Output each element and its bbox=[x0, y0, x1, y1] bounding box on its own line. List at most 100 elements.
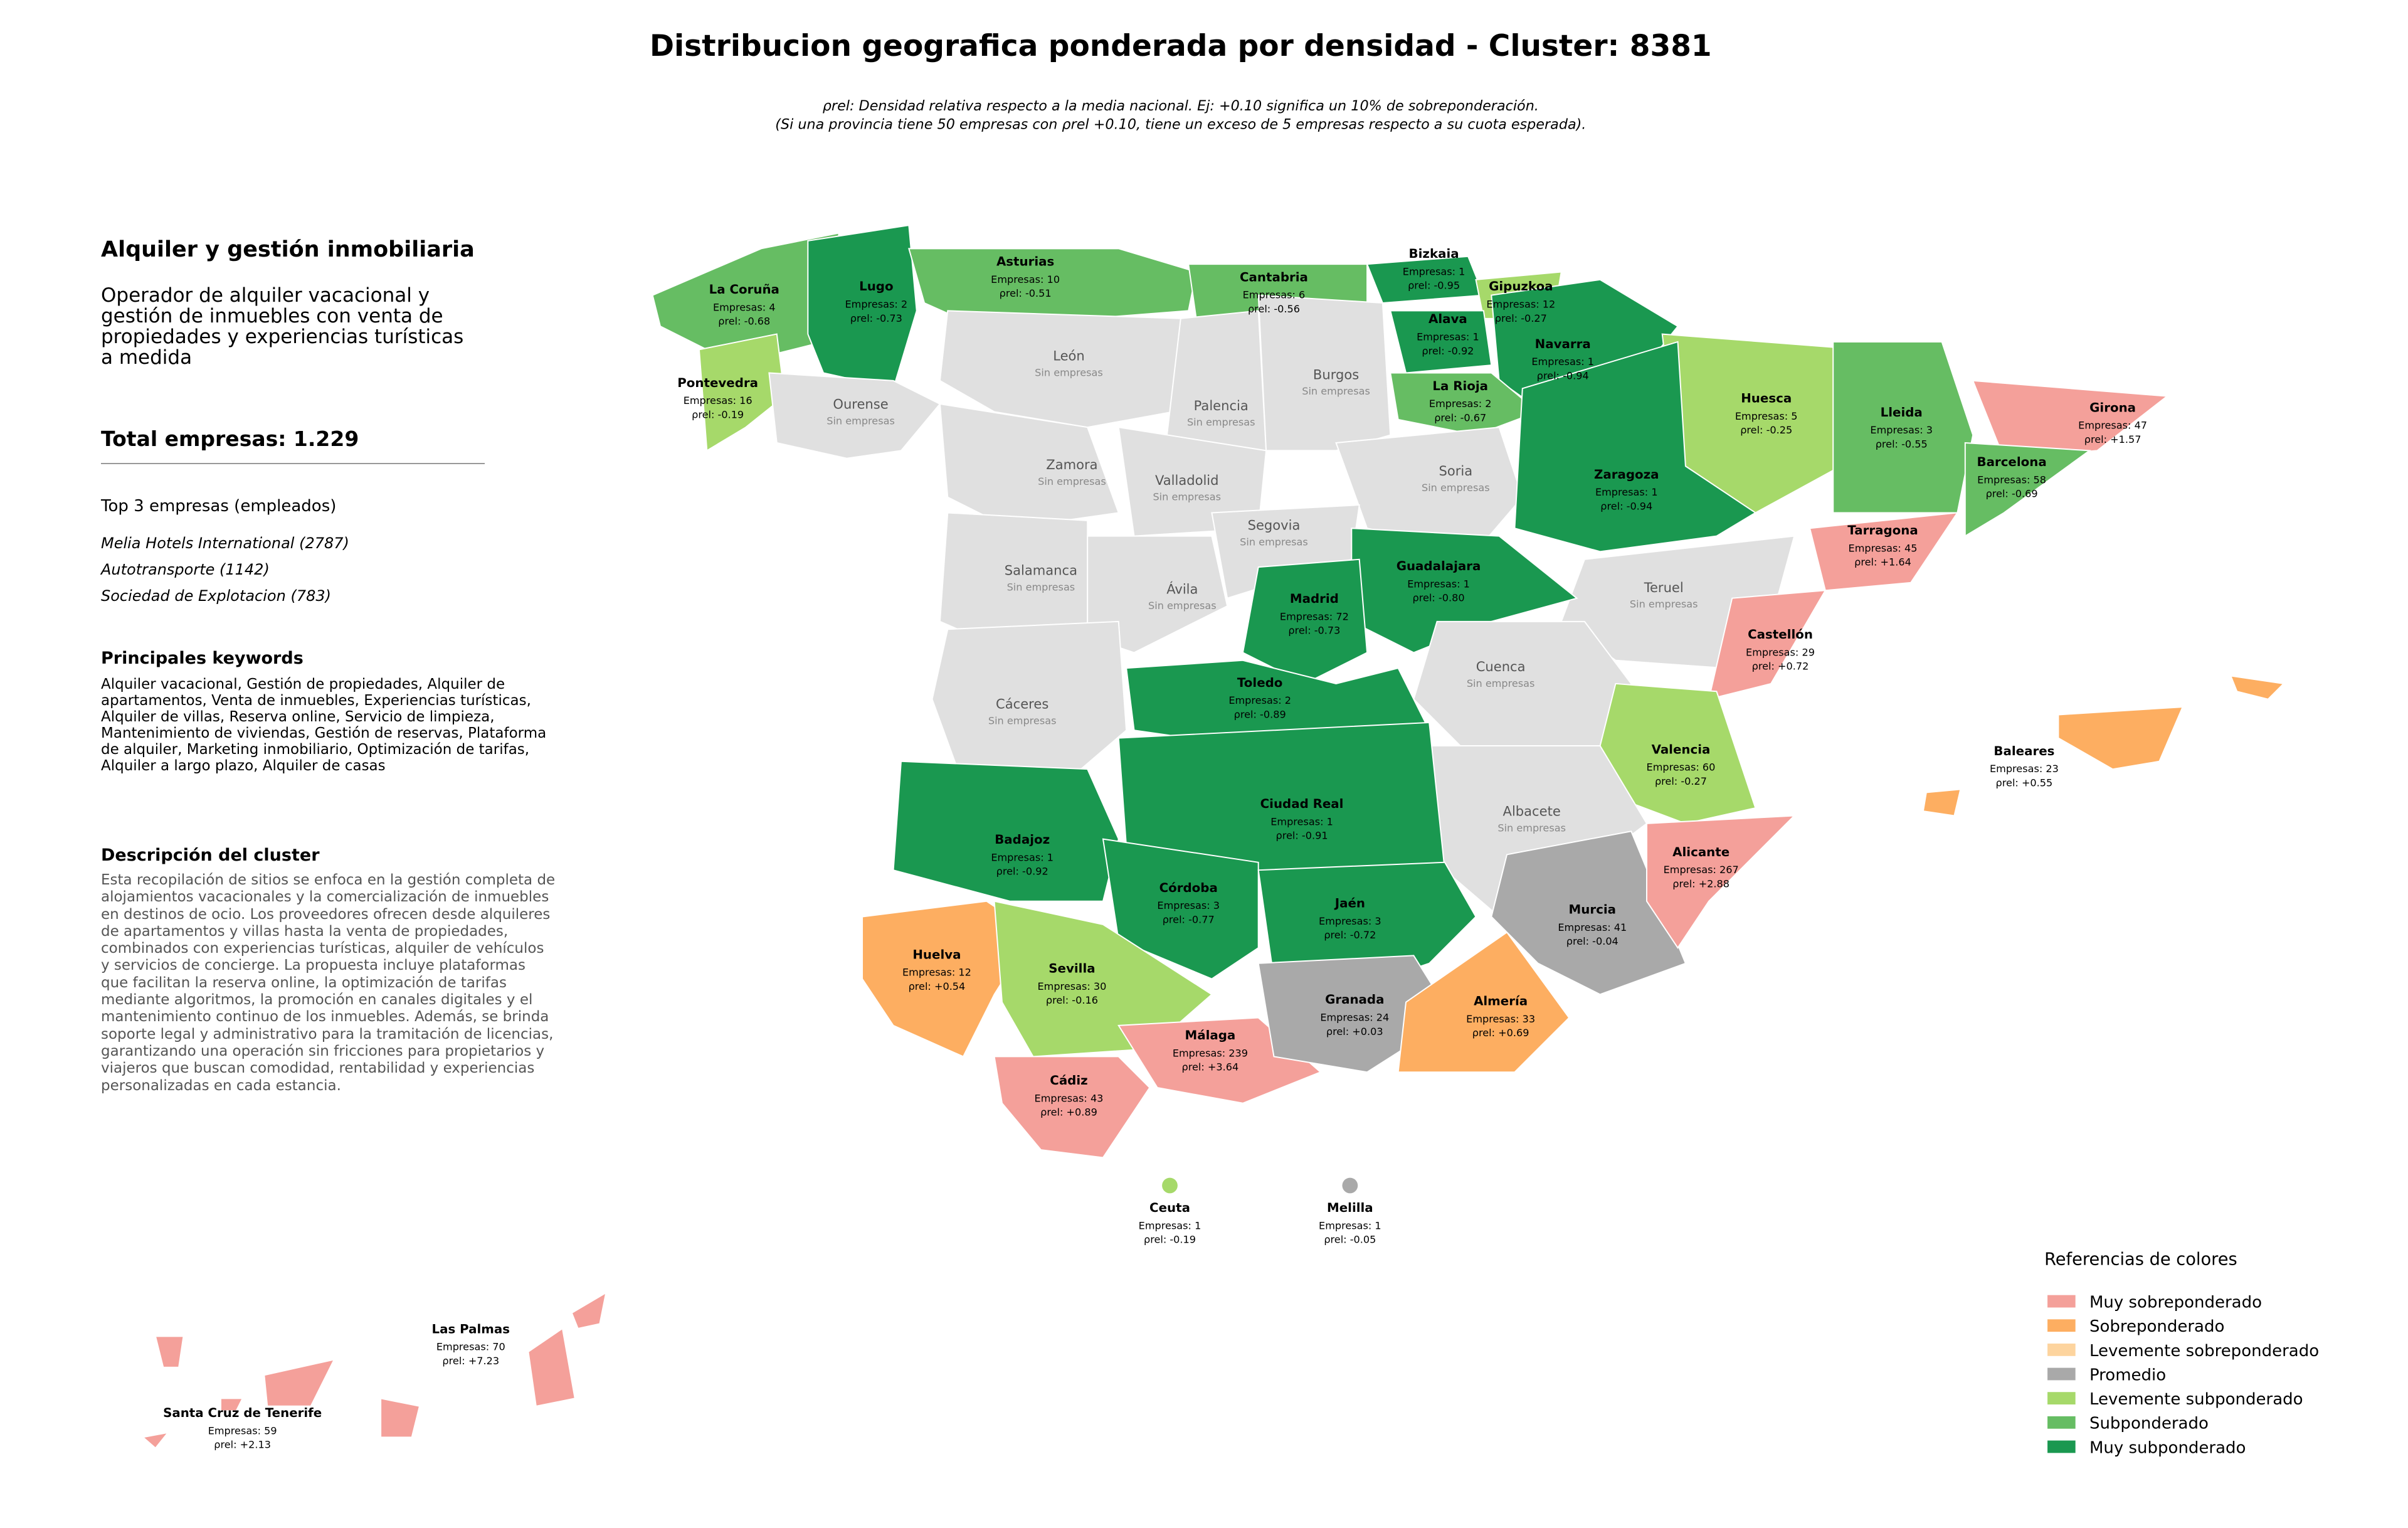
province-name: Barcelona bbox=[1977, 455, 2046, 469]
province-shape bbox=[1102, 838, 1259, 980]
province-name: Sevilla bbox=[1048, 962, 1095, 976]
province-name: Cádiz bbox=[1050, 1073, 1087, 1088]
province-status: Sin empresas bbox=[1148, 600, 1217, 612]
province-empresas: Empresas: 1 bbox=[1403, 265, 1465, 277]
province-status: Sin empresas bbox=[1187, 416, 1255, 428]
legend-swatch bbox=[2047, 1295, 2076, 1308]
province-shape bbox=[1164, 310, 1267, 452]
province-empresas: Empresas: 33 bbox=[1466, 1013, 1535, 1025]
province-empresas: Empresas: 60 bbox=[1647, 761, 1716, 773]
province-empresas: Empresas: 3 bbox=[1870, 424, 1933, 436]
province-rho: ρrel: +0.89 bbox=[1040, 1106, 1097, 1118]
province-empresas: Empresas: 45 bbox=[1849, 542, 1918, 554]
province-empresas: Empresas: 1 bbox=[1139, 1219, 1201, 1231]
legend-swatch bbox=[2047, 1319, 2076, 1332]
province-shape bbox=[154, 1335, 184, 1368]
province-name: Ourense bbox=[833, 396, 888, 411]
province-empresas: Empresas: 70 bbox=[436, 1341, 505, 1353]
subtitle: ρrel: Densidad relativa respecto a la me… bbox=[823, 98, 1539, 114]
province-empresas: Empresas: 1 bbox=[1531, 356, 1594, 368]
keywords-header: Principales keywords bbox=[101, 649, 304, 668]
province-name: Asturias bbox=[996, 255, 1054, 269]
province-shape bbox=[768, 372, 941, 459]
province-rho: ρrel: +2.88 bbox=[1672, 878, 1729, 889]
province-shape bbox=[571, 1291, 607, 1330]
province-rho: ρrel: -0.05 bbox=[1324, 1234, 1376, 1246]
divider bbox=[101, 463, 485, 464]
province-name: Málaga bbox=[1185, 1028, 1236, 1043]
province-empresas: Empresas: 1 bbox=[1319, 1219, 1381, 1231]
province-rho: ρrel: -0.91 bbox=[1276, 830, 1328, 842]
province-rho: ρrel: -0.51 bbox=[1000, 287, 1052, 299]
province-status: Sin empresas bbox=[988, 714, 1057, 726]
province-shape bbox=[219, 1398, 244, 1412]
total: Total empresas: 1.229 bbox=[101, 427, 359, 451]
province-name: Badajoz bbox=[995, 832, 1050, 847]
province-name: Guadalajara bbox=[1397, 559, 1481, 573]
province-empresas: Empresas: 1 bbox=[1595, 486, 1658, 498]
province-rho: ρrel: -0.69 bbox=[1986, 488, 2038, 500]
province-rho: ρrel: +0.55 bbox=[1996, 777, 2053, 788]
province-name: Bizkaia bbox=[1409, 247, 1459, 261]
province-name: Valencia bbox=[1652, 742, 1711, 756]
province-shape bbox=[1126, 659, 1430, 747]
province-status: Sin empresas bbox=[1497, 822, 1566, 834]
panel-description: Operador de alquiler vacacional y gestió… bbox=[101, 284, 464, 369]
province-name: La Coruña bbox=[709, 282, 779, 297]
province-rho: ρrel: +0.03 bbox=[1326, 1026, 1383, 1037]
province-shape bbox=[380, 1398, 421, 1438]
legend-swatch bbox=[2047, 1440, 2076, 1453]
province-shape bbox=[1087, 535, 1228, 654]
province-name: Salamanca bbox=[1005, 563, 1077, 578]
legend-label: Sobreponderado bbox=[2089, 1317, 2224, 1336]
province-status: Sin empresas bbox=[1630, 598, 1698, 610]
province-rho: ρrel: -0.67 bbox=[1434, 411, 1486, 423]
top-item: Autotransporte (1142) bbox=[101, 561, 270, 578]
province-rho: ρrel: -0.68 bbox=[718, 316, 770, 327]
keywords: Alquiler vacacional, Gestión de propieda… bbox=[101, 676, 547, 774]
province-shape bbox=[1708, 590, 1827, 701]
province-name: La Rioja bbox=[1432, 379, 1488, 393]
province-rho: ρrel: -0.55 bbox=[1876, 438, 1928, 450]
legend-label: Muy subponderado bbox=[2089, 1438, 2246, 1457]
province-empresas: Empresas: 6 bbox=[1243, 289, 1306, 301]
province-rho: ρrel: +1.64 bbox=[1854, 556, 1911, 568]
province-empresas: Empresas: 3 bbox=[1319, 915, 1381, 927]
province-name: Albacete bbox=[1503, 803, 1561, 819]
province-empresas: Empresas: 23 bbox=[1990, 763, 2059, 775]
province-shape bbox=[1645, 815, 1796, 949]
province-rho: ρrel: +2.13 bbox=[214, 1439, 271, 1451]
province-status: Sin empresas bbox=[1038, 475, 1106, 487]
province-shape bbox=[527, 1327, 576, 1407]
province-name: Burgos bbox=[1313, 366, 1359, 382]
province-name: Gipuzkoa bbox=[1489, 279, 1553, 294]
province-empresas: Empresas: 16 bbox=[684, 395, 752, 406]
province-name: Castellón bbox=[1748, 627, 1813, 642]
province-shape bbox=[993, 1056, 1151, 1159]
province-name: Santa Cruz de Tenerife bbox=[163, 1406, 322, 1420]
province-name: Segovia bbox=[1248, 517, 1301, 533]
legend-swatch bbox=[2047, 1416, 2076, 1429]
province-rho: ρrel: +0.54 bbox=[909, 980, 966, 992]
province-rho: ρrel: -0.77 bbox=[1163, 913, 1215, 925]
province-empresas: Empresas: 24 bbox=[1320, 1011, 1389, 1023]
province-name: Granada bbox=[1325, 992, 1384, 1007]
province-name: Cáceres bbox=[996, 696, 1048, 712]
province-empresas: Empresas: 12 bbox=[1486, 298, 1555, 310]
province-shape bbox=[652, 232, 840, 358]
province-shape bbox=[2057, 706, 2184, 770]
top-item: Melia Hotels International (2787) bbox=[101, 534, 349, 552]
title: Distribucion geografica ponderada por de… bbox=[650, 29, 1712, 63]
province-empresas: Empresas: 267 bbox=[1664, 864, 1739, 876]
legend-label: Promedio bbox=[2089, 1366, 2166, 1384]
legend-swatch bbox=[2047, 1343, 2076, 1356]
province-empresas: Empresas: 3 bbox=[1157, 899, 1220, 911]
province-name: Cantabria bbox=[1240, 270, 1308, 284]
cluster-header: Descripción del cluster bbox=[101, 846, 320, 865]
province-name: Almería bbox=[1474, 994, 1528, 1009]
province-name: Zaragoza bbox=[1594, 467, 1659, 482]
legend-label: Subponderado bbox=[2089, 1414, 2209, 1433]
province-shape bbox=[1389, 310, 1492, 374]
province-name: Baleares bbox=[1993, 744, 2054, 758]
province-name: Tarragona bbox=[1847, 523, 1918, 538]
